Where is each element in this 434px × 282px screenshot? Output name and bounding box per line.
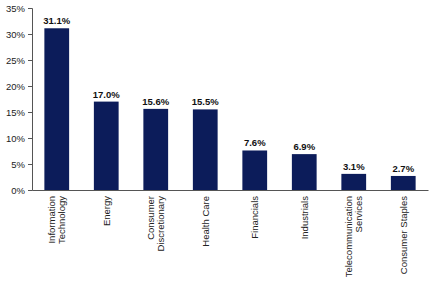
x-tick-label: Health Care — [200, 196, 211, 247]
y-tick-label: 35% — [6, 3, 26, 14]
y-tick: 20% — [6, 81, 32, 92]
y-axis: 0% 5% 10% 15% 20% 25% 30% 35% — [6, 3, 33, 196]
y-tick-label: 5% — [11, 159, 25, 170]
data-label: 2.7% — [392, 163, 414, 174]
x-axis-line — [33, 190, 429, 191]
x-tick: Industrials — [299, 190, 310, 239]
x-tick-label: TelecommunicationServices — [343, 196, 364, 278]
bar — [193, 109, 218, 190]
chart: 0% 5% 10% 15% 20% 25% 30% 35% InformationTechnol… — [0, 0, 434, 282]
data-label: 7.6% — [244, 137, 266, 148]
y-tick-mark — [28, 164, 32, 165]
y-tick-label: 20% — [6, 81, 26, 92]
data-label: 3.1% — [343, 161, 365, 172]
y-tick: 0% — [11, 185, 32, 196]
x-tick: TelecommunicationServices — [343, 190, 364, 277]
x-tick-label: InformationTechnology — [46, 196, 67, 244]
y-tick-mark — [28, 138, 32, 139]
data-label: 31.1% — [43, 15, 70, 26]
y-tick-mark — [28, 60, 32, 61]
y-tick: 25% — [6, 55, 32, 66]
bar — [94, 102, 119, 190]
y-tick-mark — [28, 86, 32, 87]
x-tick: Health Care — [200, 190, 211, 247]
y-tick-label: 0% — [11, 185, 25, 196]
y-tick: 5% — [11, 159, 32, 170]
x-tick-label: Financials — [249, 196, 260, 239]
y-axis-line — [28, 9, 33, 191]
bar — [143, 109, 168, 190]
bar — [242, 150, 267, 190]
y-tick-mark — [28, 112, 32, 113]
bar — [391, 176, 416, 190]
y-tick: 35% — [6, 3, 32, 14]
x-tick-label: Industrials — [299, 196, 310, 240]
y-tick: 30% — [6, 29, 32, 40]
bar — [341, 174, 366, 190]
x-tick: ConsumerDiscretionary — [145, 190, 166, 251]
data-label: 15.5% — [192, 96, 219, 107]
data-labels: 31.1% 17.0% 15.6% 15.5% 7.6% 6.9% 3.1% 2.7% — [43, 15, 414, 174]
y-tick-label: 10% — [6, 133, 26, 144]
x-tick: InformationTechnology — [46, 190, 67, 244]
y-tick-mark — [28, 190, 32, 191]
x-tick: Financials — [249, 190, 260, 239]
data-label: 6.9% — [293, 141, 315, 152]
data-label: 15.6% — [142, 96, 169, 107]
x-tick-label: Consumer Staples — [398, 196, 409, 274]
bars — [44, 28, 415, 190]
x-tick: Consumer Staples — [398, 190, 409, 274]
bar — [44, 28, 69, 190]
x-tick-label: ConsumerDiscretionary — [145, 196, 166, 252]
y-tick-label: 30% — [6, 29, 26, 40]
x-tick-label: Energy — [101, 196, 112, 226]
y-tick-mark — [28, 34, 32, 35]
data-label: 17.0% — [93, 89, 120, 100]
y-tick: 10% — [6, 133, 32, 144]
x-tick: Energy — [101, 190, 112, 226]
y-tick-label: 25% — [6, 55, 26, 66]
x-axis: InformationTechnology Energy ConsumerDiscr… — [33, 190, 429, 277]
bar — [292, 154, 317, 190]
y-tick: 15% — [6, 107, 32, 118]
y-tick-mark — [28, 8, 32, 9]
y-tick-label: 15% — [6, 107, 26, 118]
plot: 0% 5% 10% 15% 20% 25% 30% 35% InformationTechnol… — [6, 3, 429, 278]
